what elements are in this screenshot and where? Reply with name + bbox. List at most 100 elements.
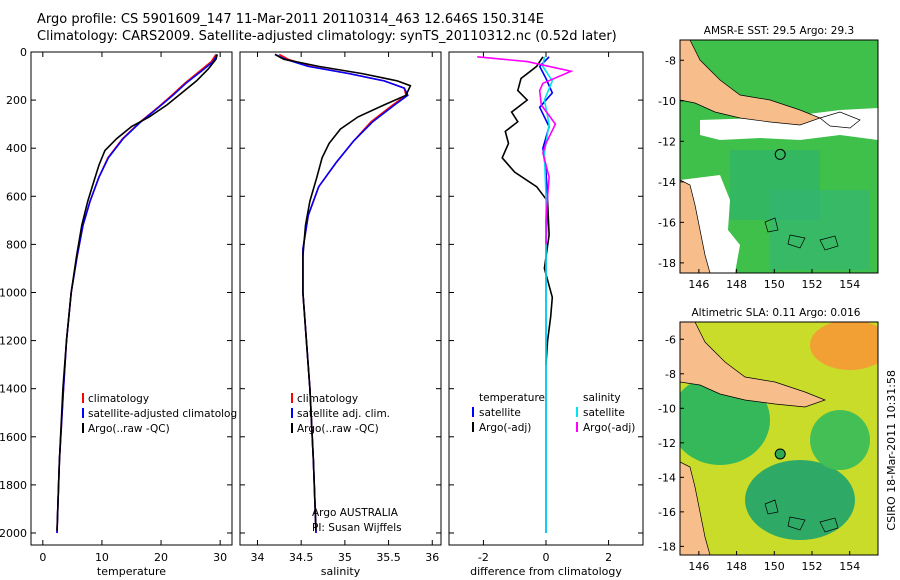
x-tick-label: 0: [39, 551, 46, 564]
salinity-axis-label: salinity: [321, 565, 361, 578]
y-tick-label: 0: [20, 46, 27, 59]
map-x-tick-label: 146: [688, 560, 709, 573]
salinity-frame: [239, 51, 442, 546]
difference-axis-label: difference from climatology: [470, 565, 622, 578]
legend-label: satellite: [479, 407, 521, 419]
legend-label: climatology: [297, 393, 358, 405]
profile-title: Argo profile: CS 5901609_147 11-Mar-2011…: [37, 12, 545, 27]
argo-position-marker: [774, 448, 786, 460]
map-y-tick-label: -12: [658, 437, 676, 450]
sst-map-ticks: 146 148 150 152 154 -8 -10 -12 -14 -16 -18: [658, 54, 860, 291]
series-line-salinity-satellite: [542, 56, 554, 533]
legend-label: climatology: [88, 393, 149, 405]
x-tick-label: 35: [338, 551, 352, 564]
sla-map-title: Altimetric SLA: 0.11 Argo: 0.016: [692, 307, 861, 319]
x-tick-label: 35.5: [376, 551, 401, 564]
australia-land: [680, 461, 711, 555]
pi-name-label: PI: Susan Wijffels: [312, 522, 402, 534]
x-tick-label: -2: [478, 551, 489, 564]
map-y-tick-label: -16: [658, 506, 676, 519]
x-tick-label: 36: [425, 551, 439, 564]
series-line-argo---raw--qc-: [56, 54, 218, 531]
legend-label: Argo(..raw -QC): [88, 423, 170, 435]
legend-label: Argo(..raw -QC): [297, 423, 379, 435]
sla-map-frame: [679, 321, 879, 556]
map-y-tick-label: -12: [658, 135, 676, 148]
series-line-temperature-argo--adj-: [501, 56, 554, 365]
y-tick-label: 1200: [0, 335, 27, 348]
y-tick-label: 2000: [0, 527, 27, 540]
x-tick-label: 34: [250, 551, 264, 564]
float-program-label: Argo AUSTRALIA: [312, 507, 399, 519]
legend-label: satellite adj. clim.: [297, 408, 390, 420]
series-line-climatology: [278, 53, 407, 534]
map-x-tick-label: 152: [802, 560, 823, 573]
reef-outlines: [764, 499, 839, 533]
sst-map: AMSR-E SST: 29.5 Argo: 29.3 146 148 150 152…: [658, 25, 879, 291]
map-x-tick-label: 150: [764, 278, 785, 291]
new-guinea-land: [680, 322, 826, 408]
sla-map-ticks: 146 148 150 152 154 -6 -8 -10 -12 -14 -16 -18: [658, 333, 860, 573]
map-x-tick-label: 148: [726, 560, 747, 573]
series-line-salinity-argo--adj-: [477, 56, 574, 245]
map-x-tick-label: 152: [802, 278, 823, 291]
map-y-tick-label: -8: [665, 368, 676, 381]
y-tick-label: 200: [6, 94, 27, 107]
legend-title-temperature: temperature: [479, 392, 545, 404]
csiro-timestamp: CSIRO 18-Mar-2011 10:31:58: [885, 370, 898, 531]
sst-map-frame: [679, 39, 879, 274]
sla-low-patch: [810, 410, 870, 470]
australia-land: [680, 179, 711, 273]
temperature-axis-label: temperature: [97, 565, 166, 578]
map-x-tick-label: 150: [764, 560, 785, 573]
x-tick-label: 10: [95, 551, 109, 564]
map-x-tick-label: 154: [839, 278, 860, 291]
sla-map: Altimetric SLA: 0.11 Argo: 0.016 146 148 1…: [658, 307, 879, 573]
y-tick-label: 600: [6, 190, 27, 203]
map-x-tick-label: 154: [839, 560, 860, 573]
map-y-tick-label: -18: [658, 257, 676, 270]
map-y-tick-label: -10: [658, 95, 676, 108]
map-y-tick-label: -6: [665, 333, 676, 346]
map-y-tick-label: -14: [658, 176, 676, 189]
sla-low-patch: [745, 460, 855, 540]
climatology-subtitle: Climatology: CARS2009. Satellite-adjuste…: [37, 29, 617, 44]
map-y-tick-label: -10: [658, 402, 676, 415]
legend-label: satellite-adjusted climatolog: [88, 408, 237, 420]
series-line-argo---raw--qc-: [274, 53, 412, 531]
y-tick-label: 400: [6, 142, 27, 155]
legend-label: Argo(-adj): [583, 422, 635, 434]
reef-outlines: [764, 217, 839, 251]
salinity-panel: 34 34.5 35 35.5 36 salinity climatology satelli…: [239, 51, 442, 578]
x-tick-label: 30: [213, 551, 227, 564]
temperature-frame: [30, 51, 233, 546]
y-tick-label: 1600: [0, 431, 27, 444]
map-y-tick-label: -16: [658, 216, 676, 229]
x-tick-label: 0: [543, 551, 550, 564]
x-tick-label: 34.5: [289, 551, 314, 564]
map-y-tick-label: -8: [665, 54, 676, 67]
map-x-tick-label: 146: [688, 278, 709, 291]
x-tick-label: 20: [154, 551, 168, 564]
sst-map-title: AMSR-E SST: 29.5 Argo: 29.3: [704, 25, 854, 37]
y-tick-label: 1400: [0, 383, 27, 396]
map-y-tick-label: -18: [658, 540, 676, 553]
y-tick-label: 1800: [0, 479, 27, 492]
y-tick-label: 1000: [0, 286, 27, 299]
legend-label: Argo(-adj): [479, 422, 531, 434]
y-tick-label: 800: [6, 238, 27, 251]
legend-label: satellite: [583, 407, 625, 419]
series-line-satellite-adjusted-climatolog: [56, 54, 218, 534]
map-x-tick-label: 148: [726, 278, 747, 291]
island-outline: [819, 111, 861, 129]
temperature-panel: 0 10 20 30 temperature 0 200 400 600 800 1000 1200 1…: [0, 46, 237, 578]
x-tick-label: 2: [605, 551, 612, 564]
map-y-tick-label: -14: [658, 471, 676, 484]
legend-title-salinity: salinity: [583, 392, 621, 404]
series-line-satellite-adj--clim-: [274, 53, 409, 534]
sla-high-patch: [810, 322, 878, 370]
sst-sea-patch: [770, 190, 870, 270]
argo-position-marker: [774, 148, 786, 160]
